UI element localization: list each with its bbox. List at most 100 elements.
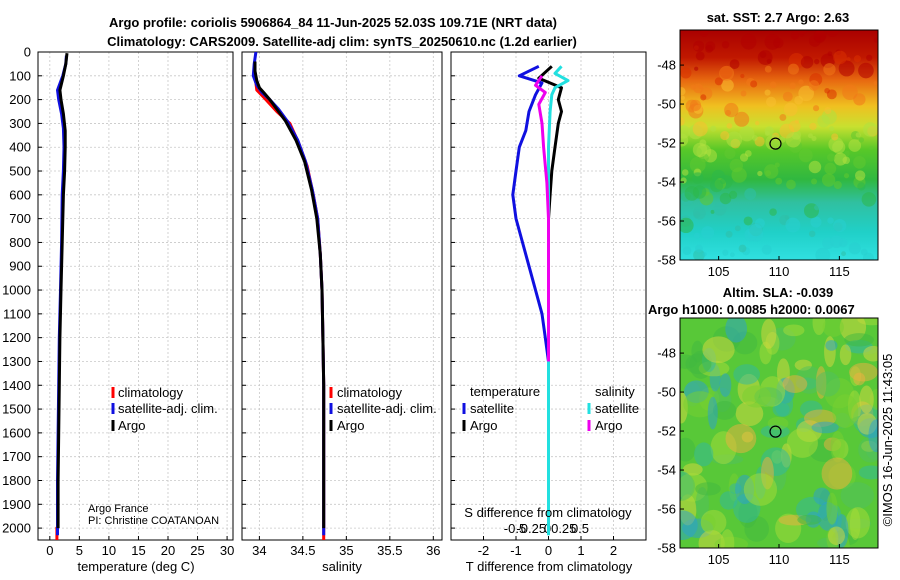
salinity-panel: 34 34.5 35 35.5 36 salinity climatology sate… xyxy=(241,51,443,574)
sst-texture-dot xyxy=(800,55,814,69)
temperature-xlabel: temperature (deg C) xyxy=(77,559,194,574)
map-lon-label: 105 xyxy=(708,552,730,567)
depth-tick-label: 300 xyxy=(9,116,31,131)
sst-texture-dot xyxy=(757,170,763,177)
sst-texture-dot xyxy=(722,249,729,256)
sst-texture-dot xyxy=(838,238,848,248)
sst-texture-dot xyxy=(719,192,732,205)
sst-texture-dot xyxy=(768,30,773,33)
sst-texture-dot xyxy=(764,89,771,96)
sst-texture-dot xyxy=(700,30,709,38)
depth-tick-label: 500 xyxy=(9,164,31,179)
x-tick-label: 36 xyxy=(426,543,440,558)
sst-texture-dot xyxy=(846,57,851,62)
sla-texture-blob xyxy=(786,428,818,458)
sst-texture-dot xyxy=(757,50,773,65)
sst-texture-dot xyxy=(724,147,736,159)
sla-texture-blob xyxy=(783,324,805,337)
depth-tick-label: 600 xyxy=(9,187,31,202)
depth-tick-label: 1200 xyxy=(2,330,31,345)
sst-texture-dot xyxy=(854,170,866,181)
sla-texture-blob xyxy=(832,394,859,428)
sst-texture-dot xyxy=(824,162,837,175)
sst-texture-dot xyxy=(691,172,704,184)
legend-label-argo: Argo xyxy=(337,418,364,433)
sla-texture-blob xyxy=(702,336,735,364)
sst-texture-dot xyxy=(858,137,865,143)
sst-texture-dot xyxy=(748,223,763,238)
sst-texture-dot xyxy=(694,66,699,71)
sst-texture-dot xyxy=(787,63,799,75)
x-tick-label: 35 xyxy=(339,543,353,558)
sst-texture-dot xyxy=(785,217,801,233)
sst-texture-dot xyxy=(832,140,846,154)
sst-texture-dot xyxy=(844,150,850,157)
map-lat-label: -52 xyxy=(657,424,676,439)
salinity-tick-labels: 34 34.5 35 35.5 36 xyxy=(252,543,440,558)
map-lat-label: -48 xyxy=(657,58,676,73)
sst-texture-dot xyxy=(769,208,777,216)
map-lon-label: 115 xyxy=(829,264,850,279)
map-lat-label: -54 xyxy=(657,175,676,190)
sst-texture-dot xyxy=(695,51,705,61)
sst-texture-dot xyxy=(814,204,820,211)
sst-texture-dot xyxy=(680,177,687,184)
sst-texture-dot xyxy=(811,178,818,185)
sst-texture-dot xyxy=(821,173,836,187)
sst-texture-dot xyxy=(738,244,747,253)
sla-texture-blob xyxy=(839,344,852,366)
sst-texture-dot xyxy=(833,180,842,190)
sst-texture-dot xyxy=(740,73,745,79)
sst-map-ticks: 105 110 115 -48 -50 -52 -54 -56 -58 xyxy=(657,58,850,279)
s-tick-label: -0.25 xyxy=(516,521,546,536)
sst-texture-dot xyxy=(693,232,700,239)
map-lat-label: -48 xyxy=(657,346,676,361)
argo-location-marker-sla xyxy=(769,425,782,438)
sst-texture-dot xyxy=(790,31,799,40)
sst-texture-dot xyxy=(861,192,877,207)
sst-texture-dot xyxy=(734,225,741,232)
sst-texture-dot xyxy=(866,54,873,61)
sst-texture-dot xyxy=(799,30,807,35)
sst-texture-dot xyxy=(808,80,820,91)
salinity-xlabel: salinity xyxy=(322,559,362,574)
sst-texture-dot xyxy=(705,41,716,52)
sst-texture-dot xyxy=(698,84,703,89)
sst-texture-dot xyxy=(761,244,772,255)
sst-texture-dot xyxy=(695,244,703,253)
difference-axes-box xyxy=(450,51,647,541)
x-tick-label: 34.5 xyxy=(290,543,315,558)
sla-texture-blob xyxy=(815,371,841,397)
difference-series xyxy=(511,64,570,536)
sst-texture-dot xyxy=(827,217,834,224)
sst-texture-dot xyxy=(692,121,708,137)
sst-texture-dot xyxy=(826,30,839,37)
sla-texture-blob xyxy=(761,318,777,349)
sst-texture-dot xyxy=(713,203,727,216)
map-lat-label: -54 xyxy=(657,463,676,478)
series-line xyxy=(534,74,550,362)
sst-texture-dot xyxy=(769,81,777,89)
sst-texture-dot xyxy=(726,131,743,148)
sla-texture-blob xyxy=(863,345,878,362)
sst-texture-dot xyxy=(842,84,858,100)
sst-texture-dot xyxy=(817,114,830,128)
sst-texture-dot xyxy=(764,65,772,73)
sla-texture-blob xyxy=(742,385,771,408)
sla-texture-blob xyxy=(712,400,737,420)
temperature-tick-labels: 0 5 10 15 20 25 30 xyxy=(46,543,234,558)
legend-label-satellite: satellite-adj. clim. xyxy=(337,401,437,416)
map-lat-label: -58 xyxy=(657,253,676,268)
legend-label-satellite: satellite-adj. clim. xyxy=(118,401,218,416)
x-tick-label: -2 xyxy=(478,543,490,558)
sst-map-title: sat. SST: 2.7 Argo: 2.63 xyxy=(707,10,850,25)
depth-tick-label: 400 xyxy=(9,140,31,155)
sst-texture-dot xyxy=(815,247,831,260)
legend-label-climatology: climatology xyxy=(337,385,403,400)
map-lat-label: -52 xyxy=(657,136,676,151)
x-tick-label: 1 xyxy=(577,543,584,558)
depth-tick-label: 2000 xyxy=(2,521,31,536)
temperature-legend: climatology satellite-adj. clim. Argo xyxy=(111,385,218,433)
sst-texture-dot xyxy=(855,132,861,138)
sst-texture-dot xyxy=(814,58,820,65)
